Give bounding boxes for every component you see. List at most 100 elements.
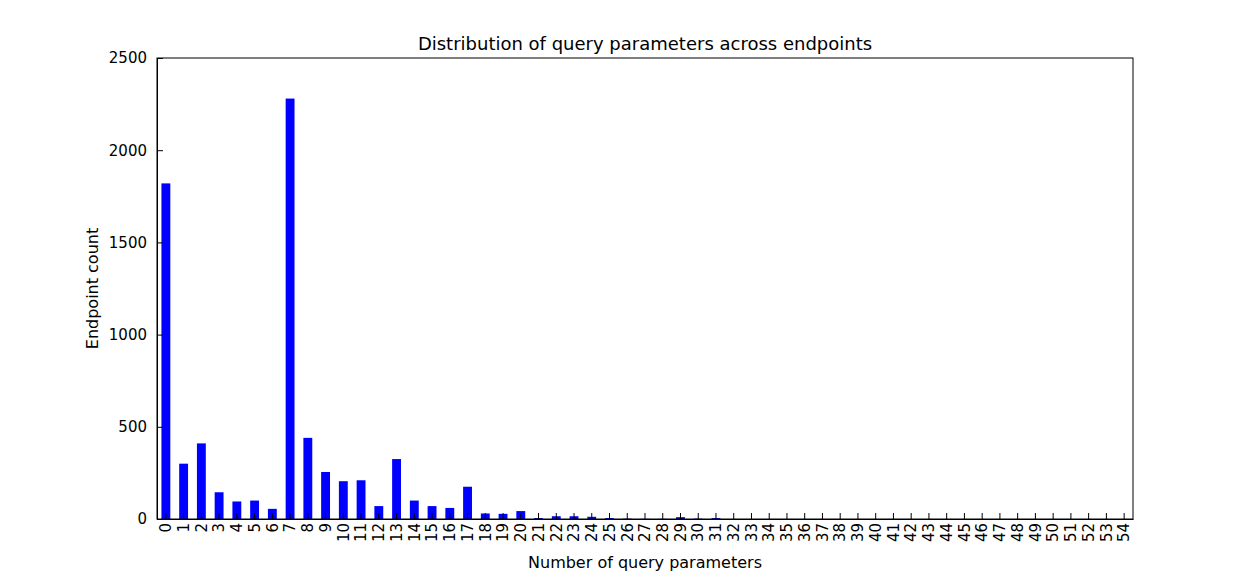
tick-mark <box>840 513 841 519</box>
tick-label: 12 <box>370 523 388 542</box>
chart: 0500100015002000250001234567891011121314… <box>0 0 1258 577</box>
tick: 4 <box>228 513 246 533</box>
bar <box>463 487 472 519</box>
tick-label: 44 <box>938 523 956 542</box>
bar <box>161 183 170 519</box>
tick: 5 <box>246 513 264 533</box>
tick-label: 18 <box>477 523 495 542</box>
tick-mark <box>307 513 308 519</box>
y-axis-title: Endpoint count <box>83 228 102 349</box>
tick-label: 49 <box>1027 523 1045 542</box>
tick-mark <box>893 513 894 519</box>
tick: 32 <box>725 513 743 542</box>
bar <box>250 501 259 519</box>
tick: 47 <box>991 513 1009 542</box>
tick-label: 21 <box>530 523 548 542</box>
tick: 1500 <box>109 234 163 252</box>
bar <box>339 481 348 519</box>
tick-label: 0 <box>137 510 147 528</box>
tick: 12 <box>370 513 388 542</box>
tick: 42 <box>902 513 920 542</box>
tick: 49 <box>1027 513 1045 542</box>
plot: 0500100015002000250001234567891011121314… <box>109 49 1134 542</box>
tick-mark <box>201 513 202 519</box>
tick-mark <box>1106 513 1107 519</box>
tick: 26 <box>619 513 637 542</box>
tick-mark <box>157 242 163 243</box>
tick-mark <box>485 513 486 519</box>
tick-mark <box>609 513 610 519</box>
tick-mark <box>165 513 166 519</box>
tick-label: 40 <box>867 523 885 542</box>
bar <box>499 514 508 519</box>
tick: 51 <box>1062 513 1080 542</box>
bar <box>374 506 383 519</box>
tick: 23 <box>565 513 583 542</box>
tick-label: 37 <box>814 523 832 542</box>
tick-mark <box>1017 513 1018 519</box>
bar <box>392 459 401 519</box>
tick-label: 46 <box>973 523 991 542</box>
tick-mark <box>378 513 379 519</box>
tick-mark <box>414 513 415 519</box>
tick: 8 <box>299 513 317 533</box>
tick-mark <box>964 513 965 519</box>
tick-label: 10 <box>335 523 353 542</box>
bar <box>481 513 490 519</box>
tick: 11 <box>352 513 370 542</box>
tick: 53 <box>1098 513 1116 542</box>
tick-label: 26 <box>619 523 637 542</box>
tick: 28 <box>654 513 672 542</box>
tick-mark <box>875 513 876 519</box>
tick-label: 38 <box>831 523 849 542</box>
tick: 43 <box>920 513 938 542</box>
tick-label: 29 <box>672 523 690 542</box>
tick-label: 4 <box>228 523 246 533</box>
tick-label: 0 <box>157 523 175 533</box>
tick-mark <box>157 58 163 59</box>
tick: 3 <box>210 513 228 533</box>
tick: 0 <box>157 513 175 533</box>
bars <box>161 99 720 519</box>
tick: 17 <box>459 513 477 542</box>
tick-mark <box>769 513 770 519</box>
tick-label: 39 <box>849 523 867 542</box>
tick-mark <box>432 513 433 519</box>
tick-label: 35 <box>778 523 796 542</box>
x-axis: 0123456789101112131415161718192021222324… <box>157 513 1133 542</box>
tick: 13 <box>388 513 406 542</box>
tick-mark <box>946 513 947 519</box>
tick: 1000 <box>109 326 163 344</box>
tick-mark <box>503 513 504 519</box>
tick-mark <box>1035 513 1036 519</box>
tick-mark <box>574 513 575 519</box>
tick: 35 <box>778 513 796 542</box>
tick-mark <box>680 513 681 519</box>
tick-label: 14 <box>406 523 424 542</box>
axis-line <box>157 59 158 520</box>
tick: 2500 <box>109 49 163 67</box>
tick-label: 17 <box>459 523 477 542</box>
tick-mark <box>645 513 646 519</box>
tick-mark <box>751 513 752 519</box>
bar <box>357 480 366 519</box>
tick: 41 <box>885 513 903 542</box>
tick-mark <box>786 513 787 519</box>
tick: 19 <box>494 513 512 542</box>
tick-mark <box>361 513 362 519</box>
tick-label: 22 <box>548 523 566 542</box>
tick-label: 3 <box>210 523 228 533</box>
tick-mark <box>804 513 805 519</box>
tick-label: 32 <box>725 523 743 542</box>
tick: 44 <box>938 513 956 542</box>
tick-mark <box>236 513 237 519</box>
tick-mark <box>1088 513 1089 519</box>
tick: 6 <box>264 513 282 533</box>
tick-label: 2000 <box>109 142 147 160</box>
tick: 15 <box>423 513 441 542</box>
tick-label: 27 <box>636 523 654 542</box>
tick: 21 <box>530 513 548 542</box>
tick: 36 <box>796 513 814 542</box>
tick-mark <box>733 513 734 519</box>
bar <box>410 501 419 519</box>
